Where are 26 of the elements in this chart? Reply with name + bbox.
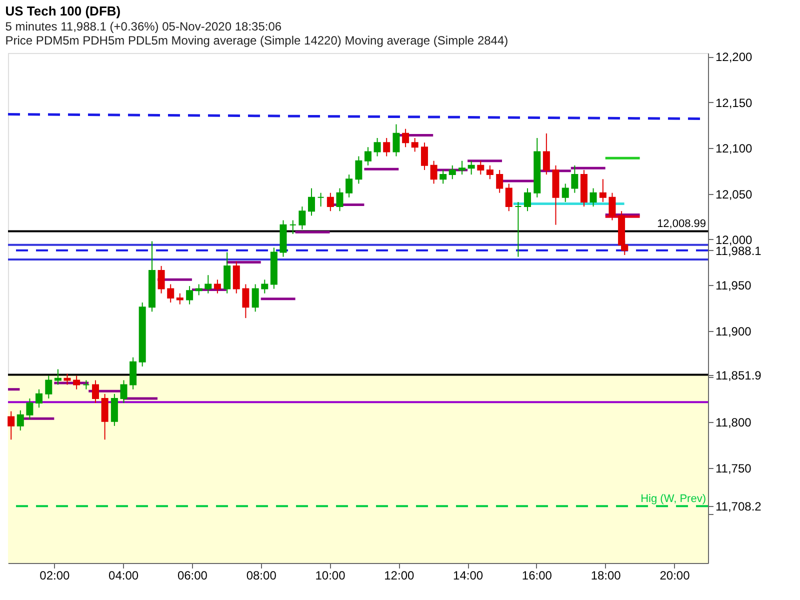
y-tick-label: 11,708.2 <box>716 500 762 514</box>
x-tick-label: 14:00 <box>453 568 484 582</box>
y-tick-label: 11,900 <box>716 324 752 338</box>
ref-line-label: 12,008.99 <box>657 218 706 230</box>
text: Price PDM5m PDH5m PDL5m Moving average (Simple 14220) Moving average (Simple 2844) <box>5 34 508 48</box>
y-tick-label: 12,200 <box>716 50 753 64</box>
ref-line-label: Hig (W, Prev) <box>640 493 706 506</box>
y-tick-label: 12,100 <box>716 142 753 156</box>
x-tick-label: 20:00 <box>660 568 690 582</box>
x-tick-label: 18:00 <box>590 568 622 582</box>
x-tick-label: 06:00 <box>177 568 208 582</box>
x-tick-label: 08:00 <box>246 568 277 582</box>
y-tick-label: 12,150 <box>716 96 753 110</box>
chart-title: US Tech 100 (DFB) <box>5 4 121 19</box>
y-tick-label: 12,000 <box>716 232 753 247</box>
y-tick-label: 12,050 <box>716 187 753 202</box>
y-tick-label: 11,851.9 <box>716 368 762 382</box>
x-tick-label: 16:00 <box>522 568 552 582</box>
y-tick-label: 11,950 <box>716 278 752 293</box>
y-tick-label: 11,800 <box>716 416 752 430</box>
x-tick-label: 04:00 <box>108 568 139 582</box>
x-tick-label: 12:00 <box>384 568 414 582</box>
x-tick-label: 10:00 <box>315 568 346 582</box>
x-tick-label: 02:00 <box>40 568 70 582</box>
chart-subtitle: 5 minutes 11,988.1 (+0.36%) 05-Nov-2020 18:35:06 <box>5 20 282 34</box>
y-tick-label: 11,750 <box>716 461 752 476</box>
